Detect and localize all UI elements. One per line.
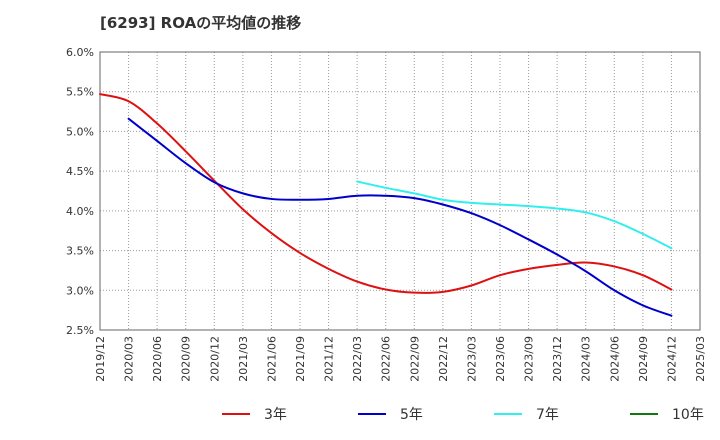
legend-label-2: 5年 bbox=[400, 407, 423, 423]
legend: 3年 5年 7年 10年 bbox=[222, 407, 704, 423]
plot-border bbox=[99, 51, 701, 331]
y-tick-label: 4.0% bbox=[66, 205, 94, 218]
x-tick-label: 2020/06 bbox=[151, 336, 164, 382]
y-axis-ticks: 6.0% 5.5% 5.0% 4.5% 4.0% 3.5% 3.0% 2.5% bbox=[66, 46, 94, 337]
x-tick-label: 2025/03 bbox=[694, 336, 707, 382]
legend-label-1: 3年 bbox=[264, 407, 287, 423]
x-tick-label: 2024/12 bbox=[665, 336, 678, 382]
x-tick-label: 2020/03 bbox=[123, 336, 136, 382]
x-tick-label: 2021/09 bbox=[294, 336, 307, 382]
x-tick-label: 2022/03 bbox=[351, 336, 364, 382]
x-tick-label: 2019/12 bbox=[94, 336, 107, 382]
x-tick-label: 2021/03 bbox=[237, 336, 250, 382]
x-tick-label: 2022/12 bbox=[437, 336, 450, 382]
series-line-2 bbox=[127, 117, 673, 317]
x-tick-label: 2022/06 bbox=[380, 336, 393, 382]
x-tick-label: 2023/06 bbox=[494, 336, 507, 382]
y-tick-label: 2.5% bbox=[66, 324, 94, 337]
legend-label-4: 10年 bbox=[672, 407, 704, 423]
chart-title: [6293] ROAの平均値の推移 bbox=[100, 14, 302, 32]
x-tick-label: 2023/09 bbox=[523, 336, 536, 382]
x-tick-label: 2024/09 bbox=[637, 336, 650, 382]
x-tick-label: 2024/06 bbox=[608, 336, 621, 382]
y-tick-label: 4.5% bbox=[66, 165, 94, 178]
x-tick-label: 2023/03 bbox=[465, 336, 478, 382]
x-tick-label: 2021/12 bbox=[323, 336, 336, 382]
y-tick-label: 3.5% bbox=[66, 245, 94, 258]
x-tick-label: 2022/09 bbox=[408, 336, 421, 382]
legend-label-3: 7年 bbox=[536, 407, 559, 423]
series-line-1 bbox=[99, 93, 673, 294]
x-tick-label: 2020/09 bbox=[180, 336, 193, 382]
x-tick-label: 2021/06 bbox=[265, 336, 278, 382]
y-tick-label: 6.0% bbox=[66, 46, 94, 59]
x-tick-label: 2024/03 bbox=[580, 336, 593, 382]
x-tick-label: 2023/12 bbox=[551, 336, 564, 382]
y-tick-label: 3.0% bbox=[66, 284, 94, 297]
axes bbox=[99, 51, 701, 331]
y-tick-label: 5.0% bbox=[66, 125, 94, 138]
series-lines bbox=[99, 93, 673, 317]
x-axis-ticks: 2019/12 2020/03 2020/06 2020/09 2020/12 2021/… bbox=[94, 336, 707, 382]
y-tick-label: 5.5% bbox=[66, 86, 94, 99]
series-line-3 bbox=[356, 180, 673, 250]
x-tick-label: 2020/12 bbox=[208, 336, 221, 382]
